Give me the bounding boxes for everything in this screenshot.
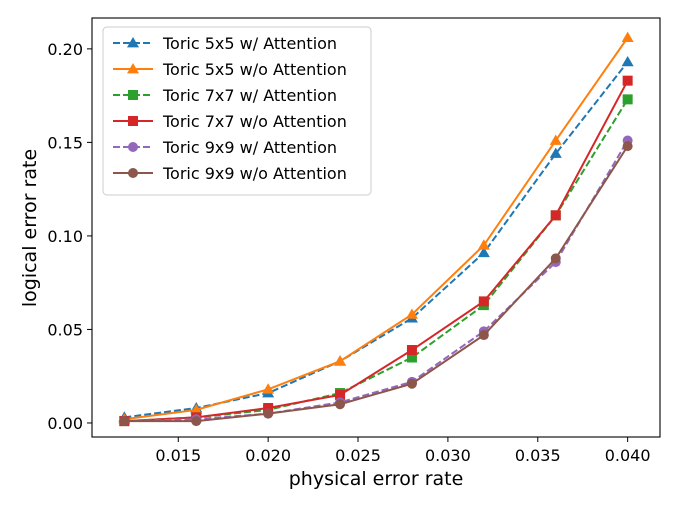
series-layer [118,31,634,427]
data-point [335,389,346,400]
x-axis-ticks: 0.015 0.020 0.025 0.030 0.035 0.040 [155,437,651,465]
legend-entry: Toric 9x9 w/ Attention [113,138,337,157]
legend-marker [127,37,139,48]
data-point [405,308,418,319]
legend-marker [128,142,138,152]
data-point [477,246,490,258]
legend-entry: Toric 5x5 w/o Attention [113,60,347,79]
legend-entry: Toric 5x5 w/ Attention [113,34,337,53]
data-point [119,416,130,427]
data-point [622,141,633,152]
legend-label: Toric 5x5 w/o Attention [162,60,347,79]
series-6 [119,141,633,427]
data-point [550,253,561,264]
legend-label: Toric 5x5 w/ Attention [162,34,337,53]
legend-marker [128,168,138,178]
series-line [124,145,629,423]
data-point [622,75,633,86]
legend-marker [128,116,138,126]
y-tick-label: 0.05 [47,320,83,339]
data-point [263,403,274,414]
data-point [549,134,562,145]
legend: Toric 5x5 w/ Attention Toric 5x5 w/o Atte… [102,26,372,196]
legend-box [102,26,372,196]
legend-label: Toric 9x9 w/o Attention [162,164,347,183]
data-point [478,296,489,307]
x-tick-label: 0.030 [425,446,471,465]
x-tick-label: 0.035 [515,446,561,465]
data-point [622,94,633,105]
plot-frame [91,17,661,438]
data-point [334,355,347,366]
legend-entry: Toric 7x7 w/ Attention [113,86,337,105]
legend-label: Toric 7x7 w/o Attention [162,112,347,131]
x-tick-label: 0.020 [245,446,291,465]
x-tick-label: 0.025 [335,446,381,465]
y-tick-label: 0.10 [47,227,83,246]
x-axis-label: physical error rate [289,468,464,490]
y-tick-label: 0.20 [47,40,83,59]
legend-entry: Toric 7x7 w/o Attention [113,112,347,131]
data-point [190,403,203,415]
legend-label: Toric 9x9 w/ Attention [162,138,337,157]
legend-marker [127,63,139,74]
data-point [406,378,417,389]
x-tick-label: 0.040 [605,446,651,465]
legend-label: Toric 7x7 w/ Attention [162,86,337,105]
data-point [263,408,274,419]
data-point [478,330,489,341]
legend-marker [128,90,138,100]
data-point [191,416,202,427]
legend-entry: Toric 9x9 w/o Attention [113,164,347,183]
data-point [621,55,634,67]
series-line [124,140,629,423]
data-point [550,210,561,221]
y-tick-label: 0.15 [47,133,83,152]
data-point [262,383,275,394]
y-axis-ticks: 0.00 0.05 0.10 0.15 0.20 [47,40,92,433]
y-tick-label: 0.00 [47,414,83,433]
series-line [124,80,629,423]
series-line [124,37,629,421]
x-tick-label: 0.015 [155,446,201,465]
data-point [477,239,490,250]
data-point [406,345,417,356]
y-axis-label: logical error rate [19,149,41,307]
data-point [621,31,634,42]
data-point [549,147,562,158]
data-point [335,399,346,410]
data-point [406,352,417,363]
